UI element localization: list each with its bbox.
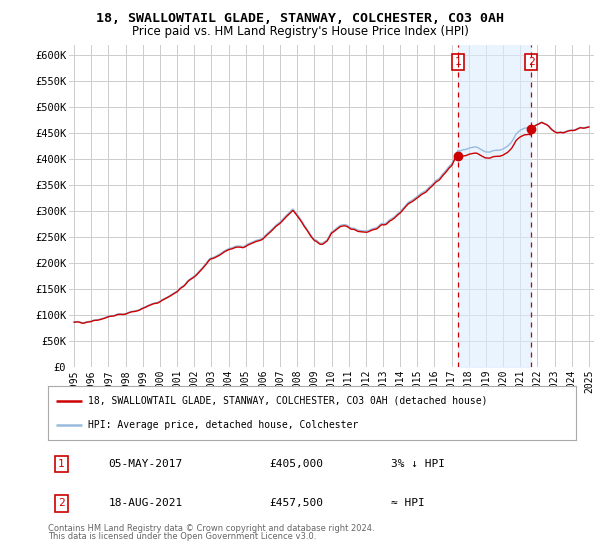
Text: 2: 2 bbox=[58, 498, 65, 508]
Text: This data is licensed under the Open Government Licence v3.0.: This data is licensed under the Open Gov… bbox=[48, 532, 316, 542]
Text: HPI: Average price, detached house, Colchester: HPI: Average price, detached house, Colc… bbox=[88, 420, 358, 430]
Text: 18, SWALLOWTAIL GLADE, STANWAY, COLCHESTER, CO3 0AH: 18, SWALLOWTAIL GLADE, STANWAY, COLCHEST… bbox=[96, 12, 504, 25]
Text: ≈ HPI: ≈ HPI bbox=[391, 498, 425, 508]
Text: £405,000: £405,000 bbox=[270, 459, 324, 469]
Text: 18, SWALLOWTAIL GLADE, STANWAY, COLCHESTER, CO3 0AH (detached house): 18, SWALLOWTAIL GLADE, STANWAY, COLCHEST… bbox=[88, 396, 487, 406]
Text: 1: 1 bbox=[58, 459, 65, 469]
Text: 18-AUG-2021: 18-AUG-2021 bbox=[109, 498, 183, 508]
Text: 3% ↓ HPI: 3% ↓ HPI bbox=[391, 459, 445, 469]
Text: £457,500: £457,500 bbox=[270, 498, 324, 508]
Text: Contains HM Land Registry data © Crown copyright and database right 2024.: Contains HM Land Registry data © Crown c… bbox=[48, 524, 374, 533]
Text: 1: 1 bbox=[455, 57, 461, 67]
Text: Price paid vs. HM Land Registry's House Price Index (HPI): Price paid vs. HM Land Registry's House … bbox=[131, 25, 469, 38]
Text: 05-MAY-2017: 05-MAY-2017 bbox=[109, 459, 183, 469]
Text: 2: 2 bbox=[527, 57, 535, 67]
